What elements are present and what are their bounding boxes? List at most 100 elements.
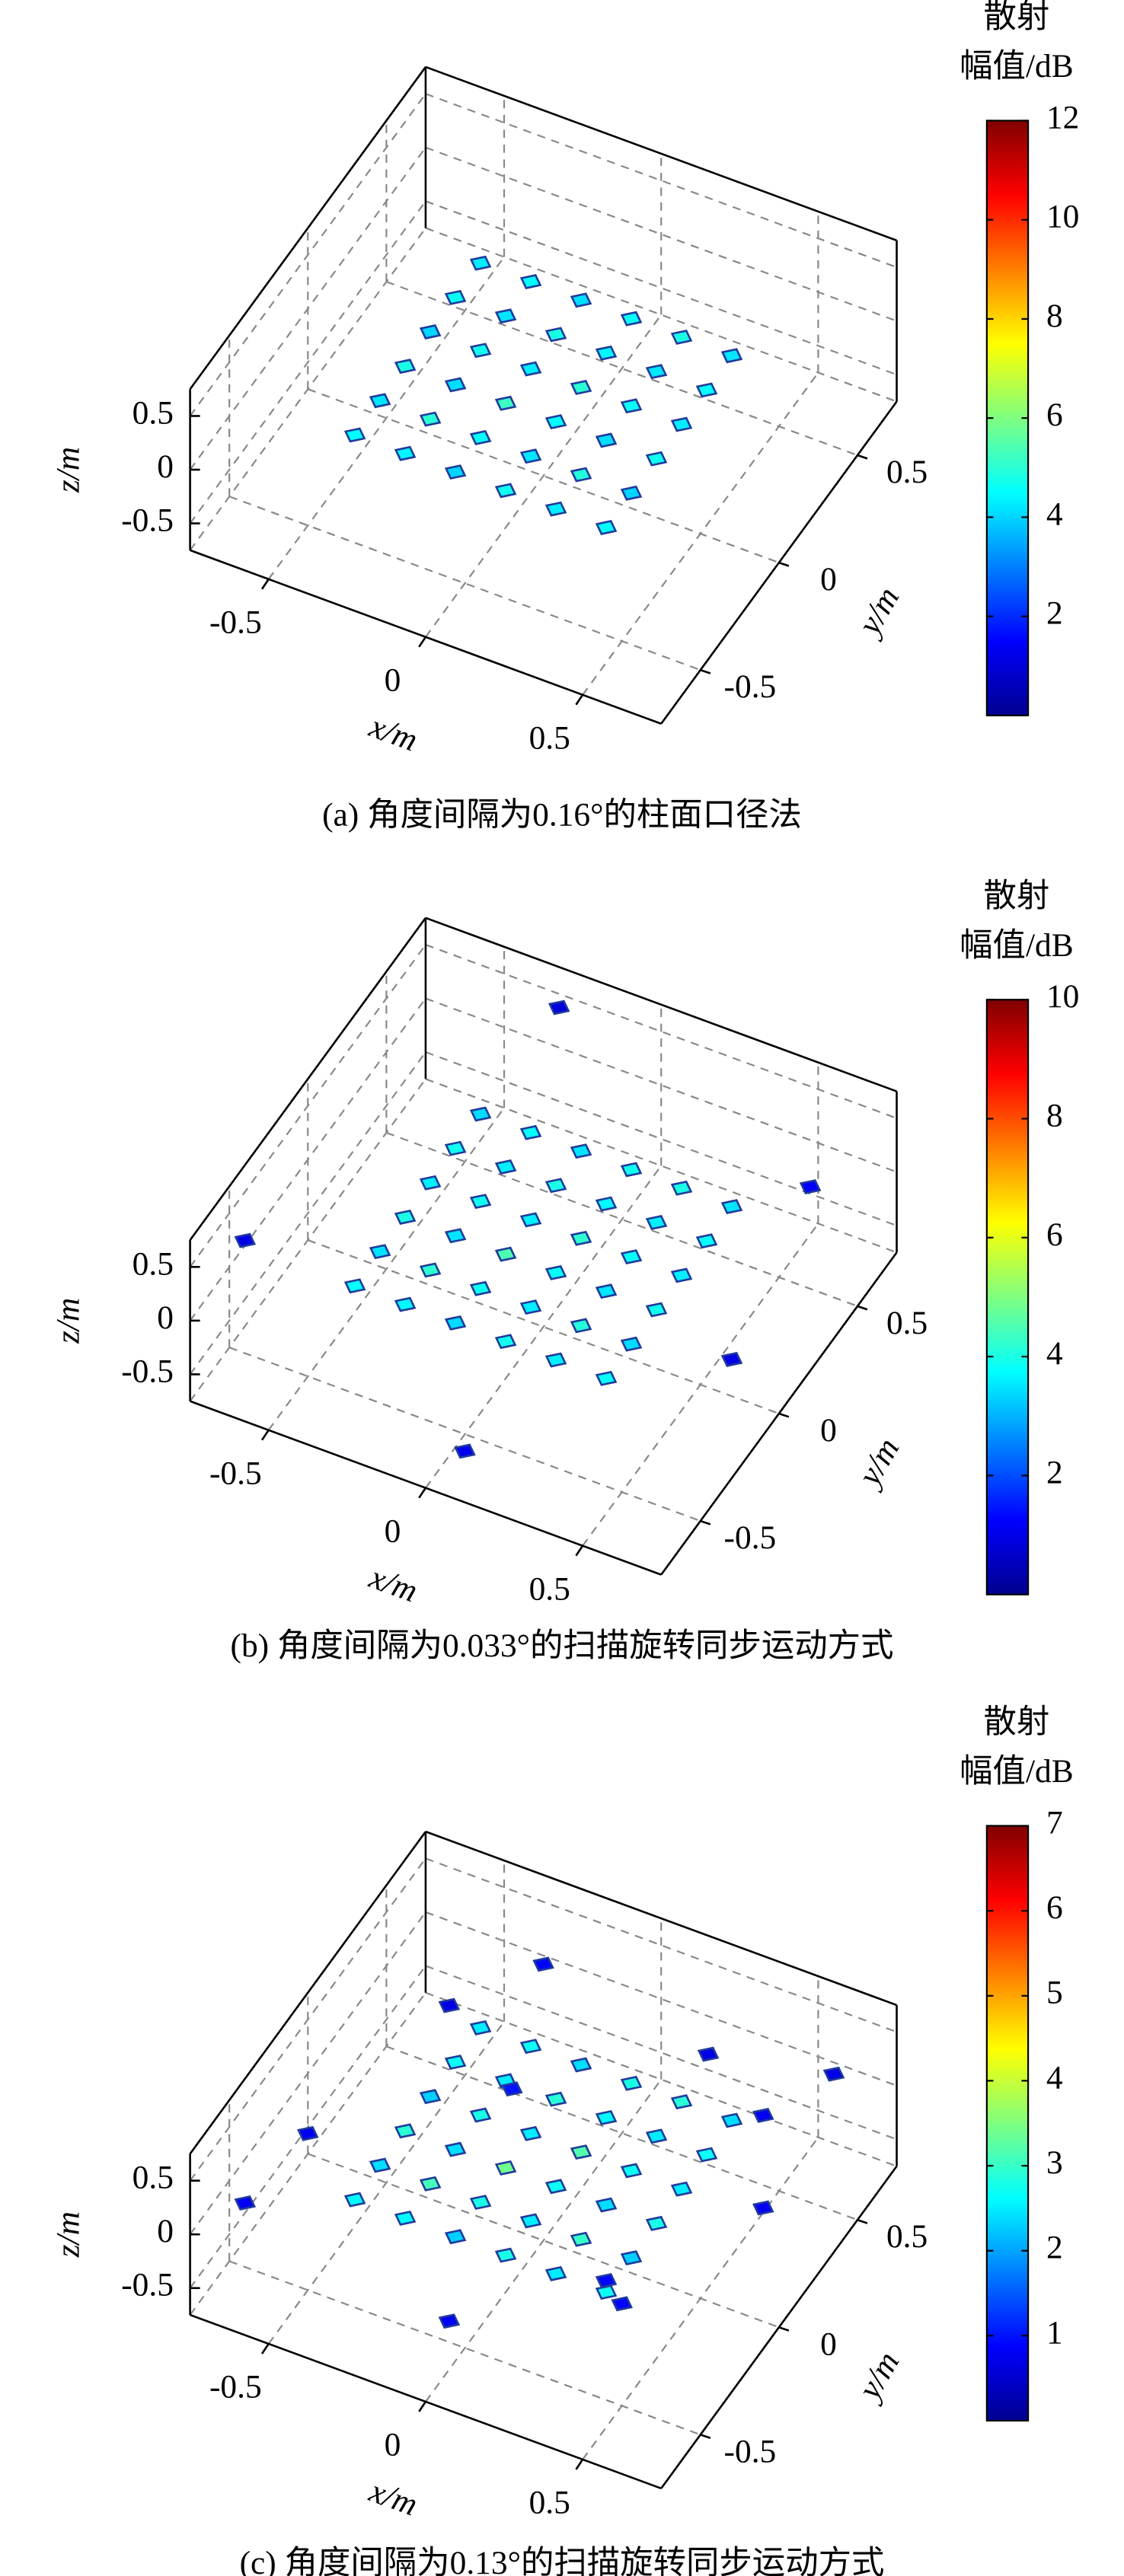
tick-mark bbox=[700, 2434, 711, 2439]
colorbar-tick-label: 1 bbox=[1046, 2314, 1063, 2351]
y-tick-label: -0.5 bbox=[724, 1519, 777, 1556]
scatter-point bbox=[570, 2057, 592, 2073]
grid-line bbox=[189, 1051, 426, 1376]
grid-line bbox=[425, 314, 663, 638]
colorbar-tick-label: 4 bbox=[1046, 496, 1063, 532]
grid-line bbox=[189, 1911, 426, 2235]
scatter-point bbox=[570, 2144, 592, 2160]
scatter-point bbox=[720, 1351, 743, 1367]
x-tick-label: -0.5 bbox=[209, 604, 262, 641]
grid-line bbox=[228, 1347, 701, 1522]
colorbar-tick-label: 6 bbox=[1046, 397, 1063, 433]
grid-line bbox=[267, 2021, 505, 2345]
scatter-point bbox=[494, 1159, 517, 1175]
grid-line bbox=[228, 2260, 701, 2436]
z-tick-label: 0 bbox=[157, 1299, 174, 1336]
scatter-point bbox=[454, 1443, 476, 1459]
scatter-point bbox=[394, 1210, 417, 1225]
scatter-point bbox=[695, 382, 718, 398]
scatter-point bbox=[620, 2163, 643, 2179]
scatter-point bbox=[419, 324, 442, 340]
scatter-point bbox=[469, 2020, 492, 2036]
scatter-point bbox=[469, 343, 492, 359]
scatter-point bbox=[394, 2210, 417, 2226]
grid-line bbox=[267, 256, 505, 580]
y-tick-label: -0.5 bbox=[724, 2433, 777, 2469]
scatter-point bbox=[369, 393, 391, 409]
colorbar-tick-label: 8 bbox=[1046, 298, 1063, 334]
scatter-point bbox=[570, 2231, 592, 2247]
y-tick-label: -0.5 bbox=[724, 668, 777, 705]
scatter-point bbox=[444, 2229, 467, 2245]
scatter-point bbox=[419, 1175, 442, 1191]
scatter-point bbox=[670, 1267, 693, 1283]
scatter-point bbox=[343, 2192, 366, 2208]
scatter-point bbox=[595, 2284, 618, 2300]
box-edge bbox=[425, 1830, 897, 2007]
grid-line bbox=[385, 1131, 858, 1307]
scatter-point bbox=[620, 485, 643, 501]
scatter-point bbox=[494, 2160, 517, 2176]
scatter-point bbox=[544, 501, 567, 517]
scatter-point bbox=[469, 255, 492, 271]
x-axis-label: x/m bbox=[364, 1558, 422, 1609]
scatter-point bbox=[444, 377, 467, 393]
grid-line bbox=[189, 997, 426, 1321]
grid-line bbox=[267, 1107, 505, 1431]
grid-line bbox=[189, 1965, 426, 2289]
scatter-point bbox=[595, 1283, 618, 1299]
grid-line bbox=[307, 388, 780, 564]
grid-line bbox=[307, 2153, 780, 2329]
colorbar bbox=[985, 120, 1030, 716]
scatter-point bbox=[343, 427, 366, 443]
scatter-point bbox=[494, 2247, 517, 2263]
scatter-point bbox=[611, 2296, 633, 2312]
box-edge bbox=[189, 917, 426, 1241]
scatter-point bbox=[394, 1296, 417, 1312]
grid-line bbox=[425, 2079, 663, 2402]
colorbar-tick-label: 2 bbox=[1046, 595, 1063, 632]
scatter-point bbox=[519, 2039, 542, 2055]
grid-line bbox=[189, 147, 426, 470]
x-tick-label: 0.5 bbox=[529, 1570, 570, 1607]
scatter-point bbox=[720, 348, 743, 364]
tick-mark bbox=[778, 1412, 790, 1418]
scatter-point bbox=[695, 2147, 718, 2163]
colorbar-tick-label: 2 bbox=[1046, 2230, 1063, 2266]
scatter-point bbox=[297, 2125, 319, 2141]
grid-line bbox=[425, 93, 897, 269]
scatter-point bbox=[695, 1233, 718, 1249]
scatter-point bbox=[645, 2128, 668, 2144]
scatter-point bbox=[595, 1196, 618, 1212]
scatter-point bbox=[620, 1249, 643, 1265]
y-tick-label: 0.5 bbox=[886, 2218, 928, 2255]
scatter-point bbox=[469, 2107, 492, 2123]
tick-mark bbox=[575, 2459, 584, 2470]
x-tick-label: -0.5 bbox=[209, 2369, 262, 2405]
colorbar-title: 幅值/dB bbox=[960, 48, 1074, 84]
tick-mark bbox=[700, 1519, 711, 1526]
colorbar bbox=[985, 1825, 1030, 2422]
x-tick-label: 0 bbox=[385, 2427, 401, 2463]
z-tick-label: 0.5 bbox=[133, 394, 174, 431]
scatter-point bbox=[494, 483, 517, 499]
scatter-point bbox=[645, 1302, 668, 1318]
scatter-point bbox=[544, 2179, 567, 2195]
scatter-point bbox=[595, 2197, 618, 2213]
scatter-point bbox=[595, 1370, 618, 1386]
scatter-point bbox=[444, 1140, 467, 1156]
scatter-point bbox=[620, 1162, 643, 1178]
z-tick-label: -0.5 bbox=[121, 1353, 174, 1389]
colorbar-tick-label: 6 bbox=[1046, 1889, 1063, 1926]
colorbar-tick-label: 7 bbox=[1046, 1804, 1063, 1841]
scatter-point bbox=[444, 1228, 467, 1244]
x-tick-label: 0.5 bbox=[529, 2485, 570, 2521]
scatter-point bbox=[532, 1956, 554, 1972]
scatter-point bbox=[419, 2176, 442, 2192]
tick-mark bbox=[575, 1545, 584, 1557]
scatter-point bbox=[595, 520, 618, 535]
x-tick-label: 0 bbox=[385, 1513, 401, 1549]
scatter-point bbox=[469, 1194, 492, 1210]
scatter-point bbox=[519, 1299, 542, 1315]
